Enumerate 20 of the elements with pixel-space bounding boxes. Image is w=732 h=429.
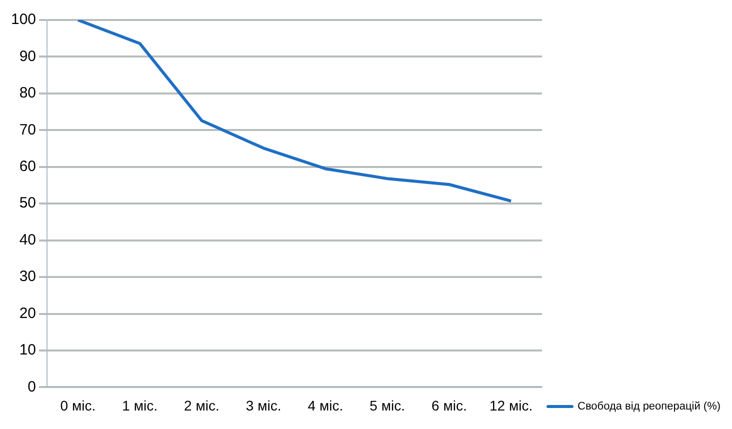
y-tick-label: 40 (19, 231, 36, 248)
y-tick-label: 30 (19, 268, 36, 286)
y-tick-label: 20 (19, 304, 36, 322)
x-tick-label: 12 міс. (490, 397, 533, 414)
x-tick-label: 5 міс. (370, 397, 405, 414)
x-tick-label: 4 міс. (308, 397, 344, 414)
y-tick-label: 50 (19, 194, 36, 212)
y-tick-label: 60 (19, 158, 36, 176)
y-tick-label: 90 (19, 48, 36, 65)
y-tick-label: 80 (19, 84, 36, 102)
x-tick-label: 3 міс. (246, 397, 282, 414)
y-tick-label: 70 (19, 121, 36, 138)
legend-label: Свобода від реоперацій (%) (578, 400, 721, 413)
x-tick-label: 2 міс. (184, 397, 220, 414)
y-tick-label: 100 (10, 11, 36, 28)
x-tick-label: 6 міс. (432, 397, 467, 414)
x-tick-label: 1 міс. (122, 397, 158, 414)
y-tick-label: 0 (28, 378, 36, 396)
x-tick-label: 0 міс. (60, 397, 96, 414)
y-tick-label: 10 (19, 342, 36, 359)
